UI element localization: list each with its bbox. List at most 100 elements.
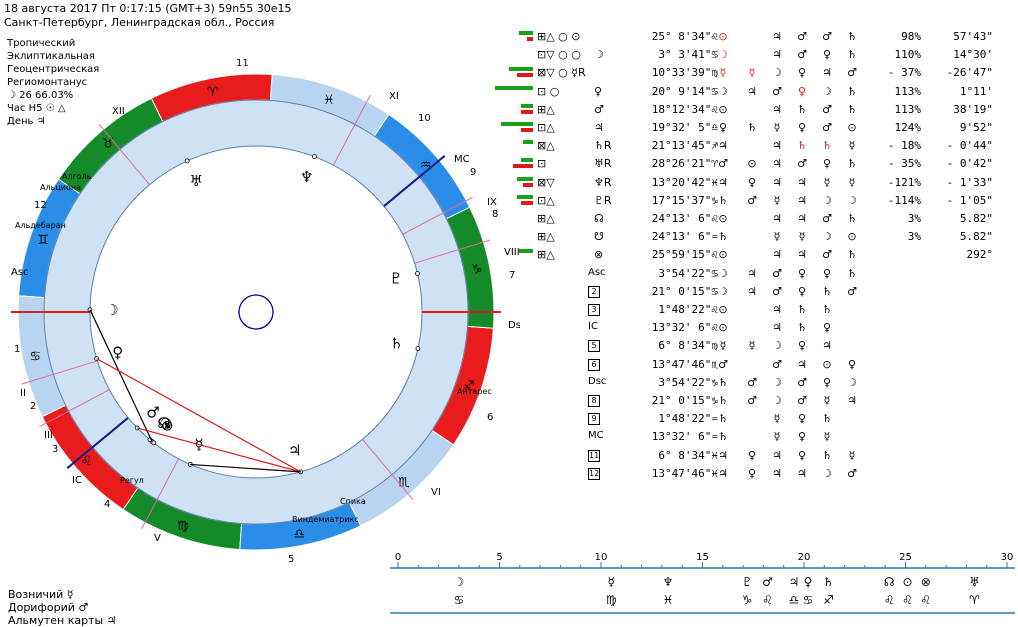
ruler-sign-glyph: ♍ — [606, 593, 617, 607]
planet-glyph: ☽ — [105, 301, 118, 319]
dignity-ruler: ♃ — [772, 248, 782, 262]
planet-symbol: ☽ — [594, 48, 604, 62]
house-cusp-position: 1°48'22"♒ — [658, 412, 718, 426]
house-dignity-ruler: ♃ — [797, 466, 807, 480]
house-dignity-ruler: ♄ — [797, 303, 807, 316]
house-dignity-ruler: ♂ — [797, 394, 807, 407]
house-dignity-ruler: ♃ — [822, 339, 832, 353]
strength-bar-negative — [523, 182, 533, 187]
ruler-tick-label: 20 — [798, 552, 811, 563]
planet-strength-pct: 3% — [907, 212, 921, 225]
fixed-star-label: Виндемиатрикс — [292, 515, 359, 524]
house-dignity-ruler: ♀ — [797, 412, 807, 426]
dignity-ruler: ♄ — [747, 121, 757, 134]
planet-position: 25° 8'34"♌ — [651, 30, 718, 43]
dignity-ruler: ⊙ — [718, 30, 728, 43]
house-cusp-line — [332, 95, 371, 166]
dignity-ruler: ♂ — [797, 157, 807, 171]
strength-bars — [505, 194, 533, 207]
planet-symbol: ⊗ — [594, 248, 604, 262]
house-dignity-ruler: ♀ — [797, 284, 807, 298]
planet-row: ⊡▽ ○ ○ ☽ 3° 3'41"♋ ☽ ♃ ♂ ♀ ♄ 110% 14°30' — [505, 46, 1015, 64]
planet-strength-pct: 110% — [894, 48, 922, 62]
doryphoros-label: Дорифорий ♂ — [8, 601, 89, 614]
zodiac-sign-glyph: ♌ — [81, 454, 93, 469]
house-cusp-position: 1°48'22"♌ — [658, 303, 718, 316]
dignity-ruler: ♂ — [747, 193, 757, 207]
house-label: 11 — [236, 58, 249, 69]
house-dignity-ruler: ♂ — [847, 284, 857, 298]
planet-row: ⊞△ ⊗ 25°59'15"♌ ⊙ ♃ ♃ ♂ ♄ 292° — [505, 246, 1015, 264]
planet-position: 19°32' 5"♎ — [651, 121, 718, 134]
planet-strength-pct: 98% — [901, 30, 921, 43]
aspect-symbols: ⊞△ — [537, 212, 555, 225]
planet-speed: 57'43" — [953, 30, 993, 43]
house-row: Dsc 3°54'22"♑ ♄ ♂ ☽ ♂ ♀ ☽ — [505, 374, 1015, 392]
dignity-ruler: ♂ — [797, 30, 807, 43]
strength-bar-positive — [509, 67, 533, 72]
strength-bars — [505, 49, 533, 61]
planet-row: ⊞△ ♂ 18°12'34"♌ ⊙ ♃ ♄ ♂ ♄ 113% 38'19" — [505, 101, 1015, 119]
house-dignity-ruler: ♃ — [847, 394, 857, 407]
dignity-ruler: ♄ — [847, 212, 857, 225]
house-dignity-ruler: ☿ — [823, 430, 831, 444]
zodiac-sign-glyph: ♋ — [29, 349, 41, 364]
planet-symbol: ♀ — [594, 84, 603, 98]
house-cusp-position: 13°47'46"♏ — [651, 357, 718, 371]
strength-bar-positive — [519, 31, 533, 35]
dignity-ruler: ♀ — [822, 48, 832, 62]
planet-position: 13°20'42"♓ — [651, 175, 718, 189]
house-axis-label: Dsc — [588, 375, 607, 387]
dignity-ruler: ♄ — [847, 48, 857, 62]
dignity-ruler: ♄ — [847, 84, 857, 98]
house-dignity-ruler: ☿ — [719, 339, 727, 353]
house-row: 11 6° 8'34"♓ ♃ ♀ ♃ ♀ ♄ ☿ — [505, 447, 1015, 465]
house-dignity-ruler: ♃ — [772, 466, 782, 480]
ruler-tick-label: 5 — [496, 552, 502, 563]
strength-bars — [505, 213, 533, 225]
dignity-ruler: ♃ — [772, 212, 782, 225]
dignity-ruler: ♂ — [822, 212, 832, 225]
dignity-ruler: ♄ — [718, 230, 728, 244]
house-dignity-ruler: ♂ — [772, 357, 782, 371]
house-dignity-ruler: ♃ — [772, 448, 782, 462]
strength-bar-positive — [501, 122, 533, 126]
house-dignity-ruler: ♃ — [747, 284, 757, 298]
natal-chart-wheel[interactable]: ♈♉♊♋♌♍♎♏♐♑♒♓AscDscMCIC123456789101112III… — [0, 50, 520, 570]
house-dignity-ruler: ⊙ — [822, 357, 832, 371]
zodiac-sign-glyph: ♐ — [463, 379, 475, 394]
house-dignity-ruler: ♀ — [747, 466, 757, 480]
aspect-symbols: ⊞△ — [537, 230, 555, 244]
house-label: V — [154, 533, 161, 544]
planet-symbol: ♅R — [594, 157, 612, 171]
house-dignity-ruler: ☿ — [823, 394, 831, 407]
strength-bar-positive — [519, 249, 533, 254]
planet-row: ⊡△ ♃ 19°32' 5"♎ ♀ ♄ ☿ ♀ ♂ ⊙ 124% 9'52" — [501, 119, 1015, 137]
ruler-planet-glyph: ♅ — [969, 575, 980, 589]
house-dignity-ruler: ☿ — [848, 448, 856, 462]
dignity-ruler: ♄ — [797, 102, 807, 116]
house-label: Dsc — [508, 320, 520, 331]
house-dignity-ruler: ♄ — [797, 321, 807, 335]
strength-bar-negative — [521, 200, 533, 205]
house-dignity-ruler: ♂ — [718, 357, 728, 371]
house-dignity-ruler: ☿ — [773, 430, 781, 444]
dignity-ruler: ♄ — [847, 102, 857, 116]
dignity-ruler: ♃ — [747, 84, 757, 98]
ruler-planet-glyph: ♆ — [663, 575, 674, 589]
chart-header-datetime: 18 августа 2017 Пт 0:17:15 (GMT+3) 59n55… — [4, 2, 292, 15]
dignity-ruler: ♀ — [718, 121, 728, 134]
ruler-sign-glyph: ♋ — [454, 593, 465, 607]
house-axis-label: Asc — [588, 266, 606, 278]
planet-glyph: ♇ — [389, 270, 402, 288]
strength-bars — [495, 85, 533, 98]
house-dignity-ruler: ♄ — [847, 266, 857, 280]
aspect-symbols: ⊡△ — [537, 121, 555, 134]
planet-glyph: ☊ — [157, 414, 170, 432]
house-label: XII — [112, 106, 125, 117]
dignity-ruler: ♄ — [797, 139, 807, 153]
planet-speed: 5.82" — [959, 230, 993, 244]
house-cusp-line — [39, 389, 110, 428]
house-dignity-ruler: ♄ — [718, 412, 728, 426]
dignity-ruler: ♃ — [772, 48, 782, 62]
